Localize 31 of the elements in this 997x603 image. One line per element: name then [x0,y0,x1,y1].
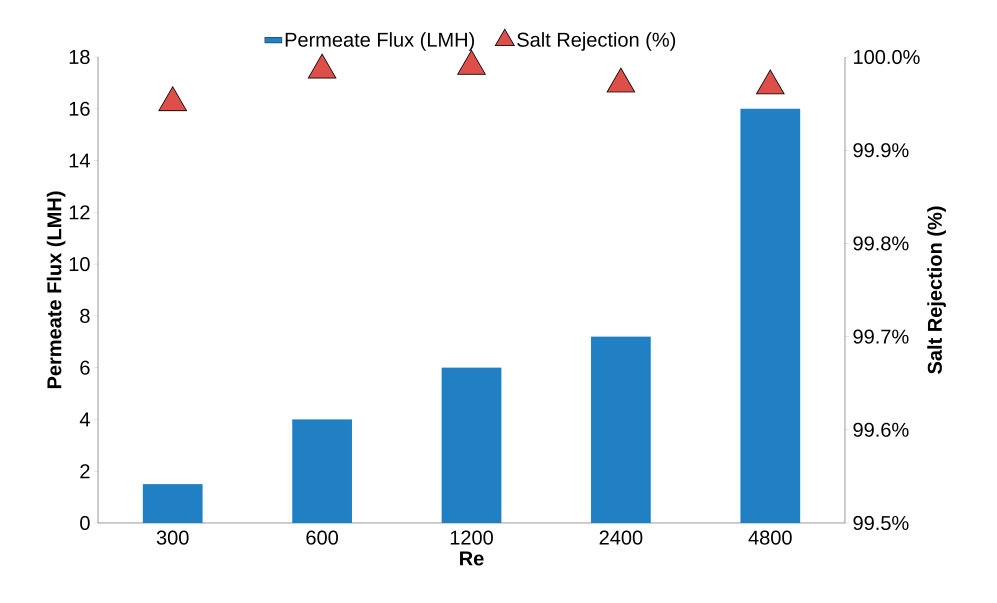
y-tick-label: 8 [80,308,90,323]
y2-tick-label: 99.7% [853,330,909,344]
bar [740,108,800,523]
legend-label: Salt Rejection (%) [517,32,676,51]
y-tick-label: 12 [70,205,90,220]
y2-tick-label: 99.5% [853,516,909,530]
bar [142,484,203,523]
x-tick-label: 4800 [748,530,792,545]
legend-label: Permeate Flux (LMH) [286,32,474,51]
x-tick-label: 600 [306,530,338,545]
y2-tick-label: 99.6% [853,422,909,437]
y-axis-title: Permeate Flux (LMH) [46,192,66,388]
y-tick-label: 4 [80,412,90,426]
x-axis-title: Re [460,552,484,566]
y-tick-label: 14 [70,154,90,168]
x-tick-label: 1200 [450,530,493,545]
y2-tick-label: 100.0% [854,50,920,64]
y-tick-label: 18 [70,50,90,64]
y-tick-label: 0 [80,516,90,530]
bar [442,368,502,523]
bar [292,419,352,523]
y2-tick-label: 99.8% [853,236,909,250]
x-tick-label: 300 [156,530,189,545]
y-tick-label: 2 [80,464,90,478]
x-tick-label: 2400 [600,530,642,545]
y2-axis-title: Salt Rejection (%) [927,206,946,374]
y-tick-label: 10 [70,257,90,272]
y-tick-label: 6 [80,360,90,375]
y-tick-label: 16 [70,102,90,116]
bar [591,336,651,523]
y2-tick-label: 99.9% [853,143,909,158]
